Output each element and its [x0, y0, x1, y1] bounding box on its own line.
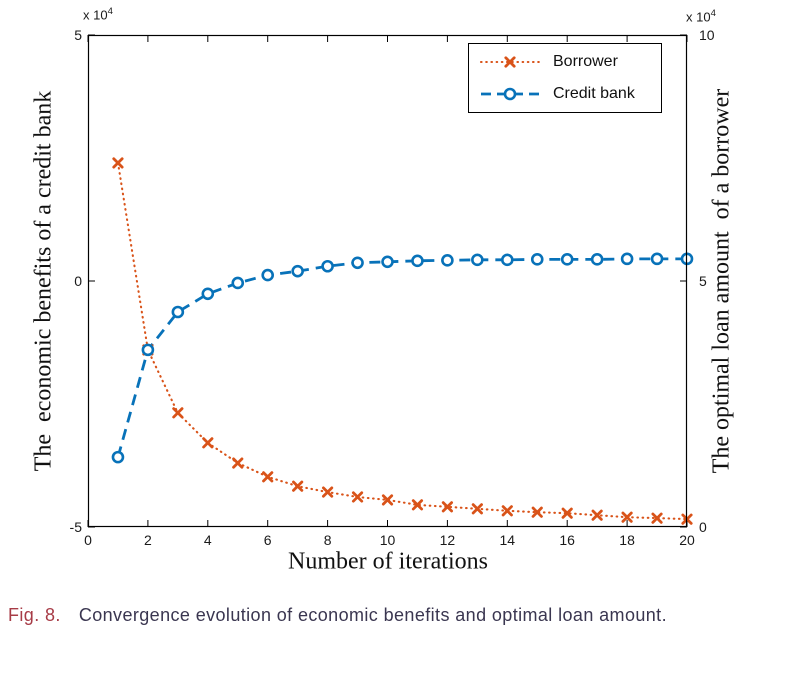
- legend-item-label: Credit bank: [553, 85, 635, 102]
- series-line-borrower: [116, 161, 689, 521]
- data-point-circle: [351, 256, 364, 270]
- right-tick-label: 5: [699, 273, 707, 289]
- x-tick-label: 0: [84, 532, 92, 548]
- data-point-circle: [590, 253, 604, 266]
- data-point-x: [411, 499, 424, 511]
- x-tick-label: 16: [559, 532, 575, 548]
- figure-caption: Fig. 8. Convergence evolution of economic…: [8, 601, 780, 630]
- data-point-circle: [171, 305, 185, 319]
- data-point-circle: [650, 252, 664, 266]
- data-point-x: [292, 480, 304, 492]
- data-point-x: [651, 512, 663, 524]
- data-point-circle: [141, 343, 155, 357]
- data-point-x: [561, 507, 573, 519]
- x-tick-label: 2: [143, 532, 152, 548]
- data-point-x: [172, 407, 184, 419]
- legend-line-sample: [481, 87, 539, 101]
- data-point-x: [112, 157, 124, 169]
- data-point-circle: [471, 253, 484, 267]
- data-point-circle: [291, 264, 304, 278]
- legend-circle-marker-icon: [503, 87, 517, 101]
- data-point-circle: [381, 255, 394, 269]
- data-point-x: [621, 511, 633, 523]
- data-point-x: [322, 486, 334, 498]
- series-line-credit-bank: [116, 257, 687, 458]
- legend-x-marker-icon: [504, 56, 516, 68]
- data-point-x: [531, 506, 543, 518]
- left-tick-label: 0: [74, 273, 82, 289]
- right-tick-label: 10: [699, 27, 715, 43]
- data-point-x: [202, 437, 214, 449]
- figure-caption-label: Fig. 8.: [8, 605, 61, 625]
- data-point-x: [441, 501, 453, 513]
- figure-caption-text: Convergence evolution of economic benefi…: [78, 605, 667, 625]
- x-tick-label: 12: [439, 532, 456, 548]
- x-axis-title: Number of iterations: [288, 548, 488, 575]
- x-tick-label: 10: [379, 532, 396, 548]
- data-point-x: [591, 509, 603, 521]
- x-tick-label: 8: [323, 532, 332, 548]
- data-point-x: [262, 471, 274, 483]
- left-axis-exponent-base: x 10: [83, 7, 108, 23]
- data-point-x: [471, 503, 483, 515]
- plot-area: [87, 34, 694, 528]
- data-point-x: [501, 505, 513, 517]
- data-point-circle: [620, 252, 634, 266]
- data-point-circle: [560, 253, 574, 266]
- right-tick-label: 0: [699, 519, 707, 535]
- data-point-x: [381, 494, 394, 506]
- data-point-circle: [261, 268, 274, 282]
- legend-line-sample: [479, 56, 541, 68]
- right-axis-exponent: x 104: [686, 8, 716, 24]
- data-point-circle: [201, 287, 215, 301]
- x-tick-label: 6: [263, 532, 272, 548]
- left-axis-exponent-power: 4: [107, 6, 113, 17]
- x-tick-label: 4: [203, 532, 212, 548]
- data-point-circle: [411, 254, 424, 268]
- right-axis-exponent-base: x 10: [686, 9, 711, 25]
- data-point-x: [351, 491, 364, 503]
- left-tick-label: -5: [69, 519, 82, 535]
- data-point-circle: [500, 253, 514, 267]
- data-point-circle: [530, 253, 544, 266]
- data-point-circle: [231, 276, 245, 290]
- left-axis-exponent: x 104: [83, 6, 113, 22]
- data-point-circle: [441, 254, 454, 267]
- legend: Borrower Credit bank: [468, 43, 662, 113]
- x-tick-label: 20: [679, 532, 695, 548]
- right-axis-exponent-power: 4: [710, 8, 716, 19]
- right-axis-title: The optimal loan amount of a borrower: [708, 88, 735, 474]
- x-tick-label: 18: [619, 532, 635, 548]
- legend-item-credit-bank: Credit bank: [469, 79, 661, 109]
- data-point-circle: [321, 259, 334, 273]
- plot-border: [87, 34, 688, 528]
- left-tick-label: 5: [74, 27, 82, 43]
- left-axis-title: The economic benefits of a credit bank: [30, 90, 57, 472]
- legend-item-borrower: Borrower: [469, 47, 661, 77]
- data-point-circle: [111, 450, 125, 464]
- legend-item-label: Borrower: [553, 53, 618, 70]
- data-point-x: [232, 457, 244, 469]
- x-tick-label: 14: [499, 532, 516, 548]
